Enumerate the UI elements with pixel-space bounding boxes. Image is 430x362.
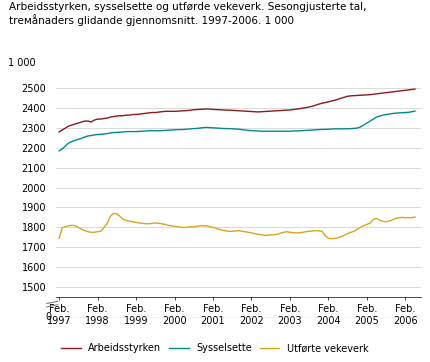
- Sysselsette: [56, 149, 61, 153]
- Legend: Arbeidsstyrken, Sysselsette, Utførte vekeverk: Arbeidsstyrken, Sysselsette, Utførte vek…: [57, 339, 373, 357]
- Utførte vekeverk: [258, 232, 264, 237]
- Line: Utførte vekeverk: Utførte vekeverk: [59, 214, 415, 239]
- Text: 1 000: 1 000: [8, 58, 36, 68]
- Sysselsette: [399, 110, 405, 115]
- Utførte vekeverk: [300, 230, 305, 235]
- Arbeidsstyrken: [181, 109, 187, 113]
- Sysselsette: [181, 127, 187, 131]
- Arbeidsstyrken: [56, 130, 61, 134]
- Arbeidsstyrken: [399, 88, 405, 93]
- Utførte vekeverk: [56, 236, 61, 240]
- Sysselsette: [412, 109, 418, 113]
- Utførte vekeverk: [329, 237, 334, 241]
- Utførte vekeverk: [316, 229, 321, 233]
- Sysselsette: [313, 128, 318, 132]
- Sysselsette: [255, 129, 261, 133]
- Utførte vekeverk: [111, 211, 116, 216]
- Line: Arbeidsstyrken: Arbeidsstyrken: [59, 89, 415, 132]
- Arbeidsstyrken: [313, 103, 318, 108]
- Arbeidsstyrken: [297, 106, 302, 111]
- Utførte vekeverk: [185, 225, 190, 230]
- Arbeidsstyrken: [332, 98, 338, 102]
- Utførte vekeverk: [412, 215, 418, 219]
- Sysselsette: [332, 127, 338, 131]
- Arbeidsstyrken: [255, 110, 261, 114]
- Utførte vekeverk: [339, 235, 344, 239]
- Arbeidsstyrken: [412, 87, 418, 91]
- Text: Arbeidsstyrken, sysselsette og utførde vekeverk. Sesongjusterte tal,
trемånaders: Arbeidsstyrken, sysselsette og utførde v…: [9, 2, 366, 26]
- Text: 0: 0: [46, 312, 52, 322]
- Utførte vekeverk: [406, 216, 411, 220]
- Line: Sysselsette: Sysselsette: [59, 111, 415, 151]
- Sysselsette: [297, 129, 302, 133]
